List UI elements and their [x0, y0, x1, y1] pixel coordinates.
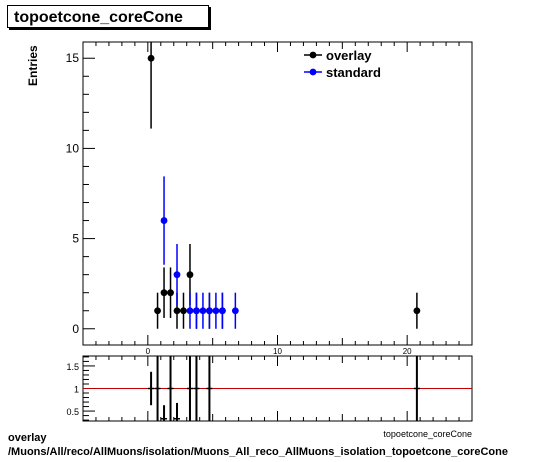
legend-label: standard: [326, 65, 381, 80]
x-axis-label: topoetcone_coreCone: [383, 429, 472, 439]
chart-title: topoetcone_coreCone: [7, 5, 209, 28]
data-point: [186, 271, 194, 279]
series-0-1: [160, 176, 239, 329]
legend-item-standard: standard: [304, 65, 381, 80]
data-point: [160, 289, 168, 297]
y-tick-label-1: 0.5: [66, 407, 79, 417]
data-point: [212, 307, 220, 315]
data-point: [173, 271, 181, 279]
data-point: [160, 217, 168, 224]
data-point: [147, 54, 155, 62]
data-point: [199, 307, 207, 315]
y-axis-label: Entries: [26, 45, 40, 86]
y-tick-label-1: 1: [74, 385, 79, 395]
legend: overlay standard: [304, 48, 381, 80]
series-1-0: [148, 356, 420, 421]
data-point: [167, 289, 174, 297]
footer-path: /Muons/All/reco/AllMuons/isolation/Muons…: [8, 446, 508, 458]
x-tick-label: 10: [273, 347, 282, 356]
legend-item-overlay: overlay: [304, 48, 372, 63]
panel-1: 0.5 1 1.5: [66, 355, 473, 422]
y-tick-label-0: 15: [66, 51, 80, 65]
data-point: [154, 307, 161, 315]
x-tick-label: 20: [403, 347, 412, 356]
data-point: [231, 307, 239, 315]
data-point: [180, 307, 187, 315]
legend-marker: [309, 68, 317, 76]
panel-0: 0 5 10 15: [66, 41, 473, 346]
y-tick-label-1: 1.5: [66, 362, 79, 372]
y-tick-label-0: 0: [72, 322, 79, 336]
data-point: [193, 307, 200, 315]
data-point: [218, 307, 226, 315]
data-point: [186, 307, 194, 315]
data-point: [206, 307, 213, 315]
legend-label: overlay: [326, 48, 372, 63]
y-tick-label-0: 10: [66, 141, 80, 155]
data-point: [173, 307, 181, 315]
footer-label: overlay: [8, 432, 47, 444]
plot-frame-0: [82, 41, 473, 346]
legend-marker: [309, 51, 317, 59]
y-tick-label-0: 5: [72, 232, 79, 246]
data-point: [413, 307, 421, 315]
x-tick-label: 0: [146, 347, 151, 356]
